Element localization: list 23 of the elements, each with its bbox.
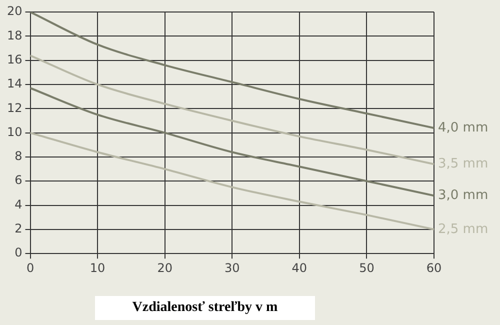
x-axis-title: Vzdialenosť streľby v m [95, 296, 315, 320]
series-label: 3,5 mm [438, 156, 488, 172]
y-tick-label: 2 [14, 222, 22, 236]
y-tick-label: 12 [6, 100, 22, 115]
y-tick-label: 10 [6, 124, 22, 139]
y-tick-label: 18 [6, 28, 22, 42]
x-tick-label: 60 [426, 260, 442, 275]
y-tick-label: 14 [6, 76, 22, 91]
x-tick-label: 20 [157, 260, 172, 275]
x-tick-label: 0 [26, 260, 34, 275]
series-label: 4,0 mm [438, 120, 488, 136]
series-label: 2,5 mm [438, 222, 488, 237]
y-tick-label: 4 [14, 197, 22, 212]
x-tick-label: 30 [224, 260, 240, 275]
y-tick-label: 0 [14, 246, 22, 260]
y-tick-label: 8 [14, 149, 22, 164]
y-tick-label: 20 [6, 4, 22, 18]
series-label: 3,0 mm [438, 188, 488, 203]
x-tick-label: 50 [359, 260, 374, 275]
x-tick-label: 10 [90, 260, 106, 275]
x-tick-label: 40 [292, 260, 308, 275]
y-tick-label: 16 [6, 52, 22, 66]
y-tick-label: 6 [14, 173, 22, 188]
